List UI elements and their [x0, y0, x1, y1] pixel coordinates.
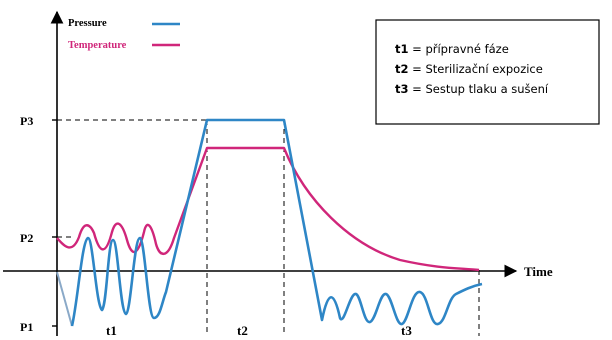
pressure-curve-start — [56, 271, 73, 327]
phase-description-t1: t1 = přípravné fáze — [395, 42, 509, 56]
phase-description-t2: t2 = Sterilizační expozice — [395, 62, 543, 76]
phase-description-box: t1 = přípravné fáze t2 = Sterilizační ex… — [375, 19, 600, 125]
phase-label-t3: t3 — [401, 323, 412, 338]
reference-lines — [57, 119, 480, 336]
y-label-p1: P1 — [20, 320, 33, 334]
y-label-p2: P2 — [20, 231, 33, 245]
legend-temperature-label: Temperature — [68, 40, 127, 51]
temperature-curve — [56, 146, 480, 272]
y-label-p3: P3 — [20, 114, 33, 128]
pressure-curve — [70, 118, 483, 327]
phase-label-t1: t1 — [106, 323, 117, 338]
x-axis-label: Time — [524, 264, 553, 279]
phase-description-border — [375, 19, 600, 125]
legend-pressure-label: Pressure — [68, 18, 107, 29]
phase-label-t2: t2 — [237, 323, 248, 338]
legend: Pressure Temperature — [68, 18, 180, 51]
phase-description-t3: t3 = Sestup tlaku a sušení — [395, 82, 549, 96]
